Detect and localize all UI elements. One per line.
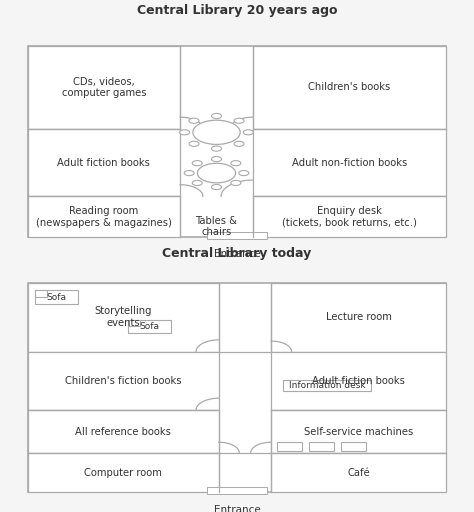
Circle shape (189, 141, 199, 146)
Bar (253, 46, 447, 129)
Bar (27, 197, 180, 237)
Circle shape (211, 157, 221, 162)
Circle shape (192, 180, 202, 185)
Bar (271, 283, 447, 352)
Circle shape (180, 130, 190, 135)
Text: CDs, videos,
computer games: CDs, videos, computer games (62, 77, 146, 98)
Bar (35, 290, 46, 296)
Bar (27, 283, 447, 492)
Circle shape (193, 120, 240, 144)
Bar (27, 453, 219, 492)
Bar (253, 129, 447, 197)
Text: Lecture room: Lecture room (326, 312, 392, 322)
Text: All reference books: All reference books (75, 426, 171, 437)
Circle shape (234, 141, 244, 146)
Title: Central Library today: Central Library today (163, 247, 311, 260)
Circle shape (231, 180, 241, 185)
Text: Entrance: Entrance (214, 249, 260, 259)
Bar (27, 46, 180, 129)
Bar (128, 319, 140, 326)
Circle shape (239, 170, 249, 176)
Text: Enquiry desk
(tickets, book returns, etc.): Enquiry desk (tickets, book returns, etc… (282, 206, 417, 227)
Bar (27, 46, 447, 237)
Title: Central Library 20 years ago: Central Library 20 years ago (137, 4, 337, 16)
Text: Adult fiction books: Adult fiction books (312, 376, 405, 386)
Text: Sofa: Sofa (46, 293, 66, 302)
Bar (208, 487, 266, 494)
Text: Tables &
chairs: Tables & chairs (195, 216, 237, 238)
Circle shape (231, 161, 241, 166)
Text: Adult non-fiction books: Adult non-fiction books (292, 158, 407, 167)
Bar (27, 129, 180, 197)
Text: Storytelling
events: Storytelling events (94, 307, 152, 328)
Bar (27, 352, 219, 410)
Bar (27, 283, 219, 352)
Text: Entrance: Entrance (214, 505, 260, 512)
Text: Children's fiction books: Children's fiction books (65, 376, 182, 386)
Bar (271, 352, 447, 410)
Bar (283, 379, 371, 391)
Text: Computer room: Computer room (84, 467, 162, 478)
Bar (27, 410, 219, 453)
Circle shape (197, 163, 236, 183)
Bar (128, 319, 171, 333)
Bar (271, 410, 447, 453)
Circle shape (192, 161, 202, 166)
Text: Café: Café (347, 467, 370, 478)
Circle shape (189, 118, 199, 123)
Circle shape (211, 114, 221, 119)
Circle shape (234, 118, 244, 123)
Text: Self-service machines: Self-service machines (304, 426, 413, 437)
Circle shape (184, 170, 194, 176)
Bar (277, 441, 302, 451)
Circle shape (211, 184, 221, 189)
Bar (208, 232, 266, 239)
Bar (341, 441, 366, 451)
Text: Reading room
(newspapers & magazines): Reading room (newspapers & magazines) (36, 206, 172, 227)
Text: Children's books: Children's books (309, 82, 391, 93)
Text: Sofa: Sofa (139, 322, 159, 331)
Text: Adult fiction books: Adult fiction books (57, 158, 150, 167)
Bar (271, 453, 447, 492)
Circle shape (243, 130, 254, 135)
Bar (309, 441, 334, 451)
Bar (35, 290, 78, 304)
Circle shape (211, 146, 221, 151)
Bar (253, 197, 447, 237)
Text: Information desk: Information desk (289, 381, 365, 390)
